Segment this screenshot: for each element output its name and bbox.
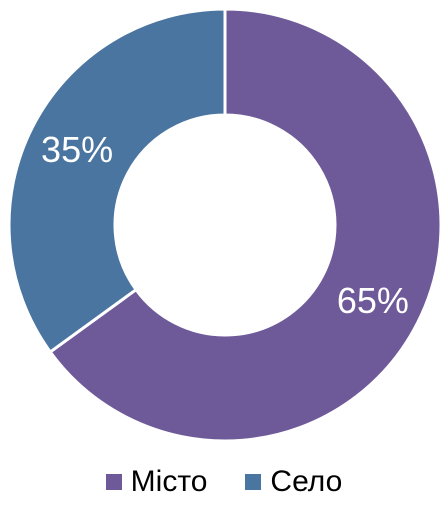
legend: Місто Село <box>0 460 448 504</box>
legend-swatch-misto <box>105 474 122 490</box>
legend-label-misto: Місто <box>130 465 208 498</box>
legend-item-misto: Місто <box>105 465 208 498</box>
legend-label-selo: Село <box>270 465 343 498</box>
donut-slice-selo <box>7 7 227 355</box>
slice-label-selo: 35% <box>41 129 113 170</box>
slice-label-misto: 65% <box>337 280 409 321</box>
legend-swatch-selo <box>245 474 262 490</box>
donut-slice-misto <box>48 7 443 443</box>
legend-item-selo: Село <box>245 467 342 497</box>
